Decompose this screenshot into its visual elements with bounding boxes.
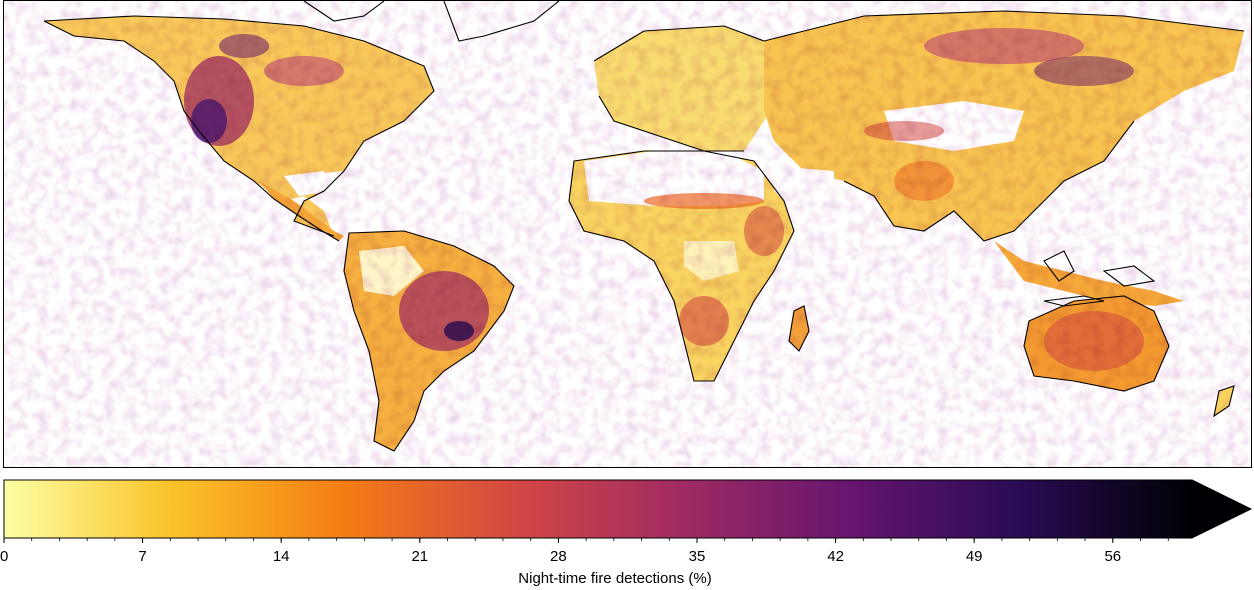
colorbar-tick-label: 56 [1104, 548, 1122, 565]
colorbar-tick-label: 7 [138, 548, 147, 565]
coastlines [43, 1, 1245, 452]
colorbar-tick-label: 42 [827, 548, 844, 565]
colorbar [3, 479, 1253, 544]
colorbar-tick-label: 14 [272, 548, 290, 565]
colorbar-svg [3, 479, 1253, 544]
colorbar-tick-label: 0 [0, 548, 9, 565]
colorbar-tick-label: 28 [550, 548, 567, 565]
colorbar-extend-arrow [1191, 479, 1253, 539]
world-map [3, 0, 1252, 468]
colorbar-tick-label: 35 [688, 548, 706, 565]
fire-map-svg [4, 1, 1251, 467]
colorbar-gradient-bar [3, 479, 1193, 539]
colorbar-tick-label: 49 [965, 548, 983, 565]
colorbar-label: Night-time fire detections (%) [518, 570, 712, 587]
colorbar-tick-label: 21 [411, 548, 429, 565]
fire-texture [4, 1, 1251, 467]
colorbar-ticks [3, 538, 1169, 544]
